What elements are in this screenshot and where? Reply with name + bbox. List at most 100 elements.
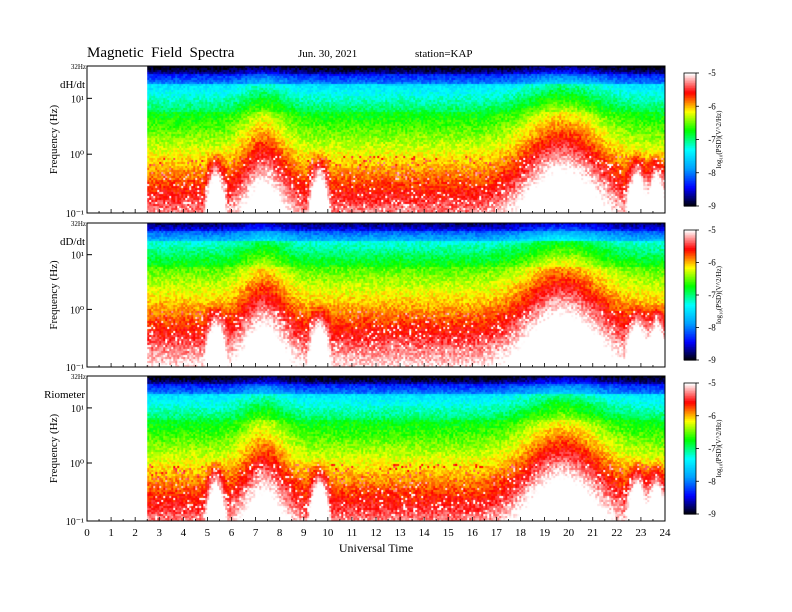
colorbar-cell [684, 338, 696, 342]
colorbar-cell [684, 491, 696, 494]
colorbar-cell [684, 304, 696, 307]
colorbar-cell [684, 84, 696, 87]
colorbar-cell [684, 147, 696, 151]
colorbar-cell [684, 492, 696, 495]
colorbar-cell [684, 335, 696, 338]
colorbar-tick-label: -5 [708, 378, 716, 388]
colorbar-cell [684, 311, 696, 314]
colorbar-cell [684, 146, 696, 149]
colorbar-cell [684, 194, 696, 197]
colorbar-cell [684, 468, 696, 471]
y-axis-label: Frequency (Hz) [48, 260, 60, 330]
colorbar-cell [684, 124, 696, 127]
colorbar-cell [684, 430, 696, 433]
colorbar-cell [684, 73, 696, 76]
colorbar-cell [684, 440, 696, 443]
colorbar-cell [684, 412, 696, 415]
colorbar-cell [684, 267, 696, 270]
colorbar-cell [684, 154, 696, 157]
colorbar-cell [684, 169, 696, 172]
colorbar-cell [684, 321, 696, 324]
colorbar-cell [684, 241, 696, 244]
colorbar-cell [684, 257, 696, 260]
x-tick-label: 15 [443, 527, 455, 539]
colorbar-cell [684, 479, 696, 482]
colorbar-cell [684, 166, 696, 169]
colorbar-cell [684, 327, 696, 330]
colorbar-cell [684, 487, 696, 491]
colorbar-cell [684, 433, 696, 436]
colorbar-cell [684, 345, 696, 348]
colorbar-cell [684, 453, 696, 456]
colorbar-cell [684, 348, 696, 351]
colorbar-tick-label: -5 [708, 225, 716, 235]
colorbar-cell [684, 386, 696, 389]
colorbar-cell [684, 87, 696, 91]
colorbar: -5 -6 -7 -8 -9 log₁₀(PSD)(V^2/Hz) [683, 378, 723, 519]
colorbar-cell [684, 500, 696, 504]
x-tick-label: 13 [395, 527, 407, 539]
colorbar-cell [684, 306, 696, 309]
colorbar-cell [684, 392, 696, 396]
colorbar-cell [684, 432, 696, 435]
colorbar-cell [684, 196, 696, 199]
colorbar-cell [684, 199, 696, 202]
colorbar-cell [684, 458, 696, 461]
colorbar-cell [684, 273, 696, 277]
colorbar-tick-label: -5 [708, 68, 716, 78]
colorbar-cell [684, 482, 696, 486]
colorbar-cell [684, 456, 696, 459]
colorbar-cell [684, 474, 696, 477]
colorbar-cell [684, 92, 696, 96]
colorbar-cell [684, 181, 696, 184]
colorbar-cell [684, 486, 696, 489]
y-tick-label: 10¹ [71, 404, 84, 415]
colorbar-cell [684, 164, 696, 167]
colorbar-cell [684, 450, 696, 453]
y-axis-label: Frequency (Hz) [48, 105, 60, 175]
x-tick-label: 2 [132, 527, 138, 539]
x-tick-label: 8 [277, 527, 283, 539]
colorbar-cell [684, 112, 696, 116]
colorbar-cell [684, 334, 696, 337]
colorbar-cell [684, 299, 696, 303]
colorbar-cell [684, 291, 696, 294]
colorbar-cell [684, 351, 696, 355]
colorbar-cell [684, 387, 696, 391]
colorbar-cell [684, 402, 696, 405]
colorbar-cell [684, 419, 696, 422]
panel-label: dH/dt [60, 79, 85, 91]
colorbar-cell [684, 420, 696, 423]
colorbar-cell [684, 342, 696, 345]
colorbar-cell [684, 443, 696, 446]
spectrogram-image [147, 66, 666, 213]
x-axis-title: Universal Time [339, 541, 413, 555]
colorbar-cell [684, 286, 696, 290]
colorbar-cell [684, 251, 696, 254]
colorbar-cell [684, 167, 696, 171]
colorbar-tick-label: -6 [708, 101, 716, 111]
colorbar-cell [684, 252, 696, 255]
colorbar-cell [684, 79, 696, 82]
colorbar-cell [684, 405, 696, 409]
colorbar-cell [684, 172, 696, 176]
panel-label: dD/dt [60, 236, 85, 248]
colorbar-cell [684, 464, 696, 468]
colorbar-cell [684, 446, 696, 450]
colorbar-cell [684, 396, 696, 399]
colorbar-cell [684, 202, 696, 205]
colorbar-cell [684, 107, 696, 111]
colorbar-cell [684, 427, 696, 430]
colorbar-cell [684, 399, 696, 402]
colorbar-cell [684, 347, 696, 350]
x-tick-label: 17 [491, 527, 503, 539]
colorbar-cell [684, 151, 696, 154]
colorbar-cell [684, 91, 696, 94]
x-tick-label: 9 [301, 527, 307, 539]
colorbar-cell [684, 314, 696, 317]
colorbar-cell [684, 191, 696, 194]
colorbar-cell [684, 459, 696, 463]
colorbar-cell [684, 184, 696, 187]
colorbar-cell [684, 152, 696, 156]
